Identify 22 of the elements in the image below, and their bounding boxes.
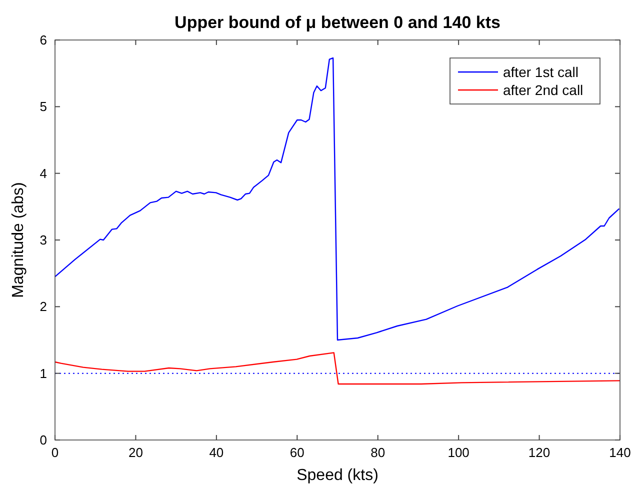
x-tick-label: 60: [290, 445, 304, 460]
y-tick-label: 1: [40, 366, 47, 381]
y-tick-label: 5: [40, 99, 47, 114]
legend-label: after 2nd call: [503, 82, 584, 98]
y-tick-label: 4: [40, 166, 47, 181]
legend-label: after 1st call: [503, 64, 578, 80]
x-tick-label: 20: [128, 445, 143, 460]
y-axis-title: Magnitude (abs): [10, 182, 27, 298]
y-tick-label: 6: [40, 32, 47, 48]
y-tick-label: 0: [40, 432, 47, 448]
x-tick-label: 80: [370, 445, 386, 460]
x-tick-label: 140: [609, 445, 631, 460]
line-series: [54, 352, 621, 385]
x-tick-label: 40: [209, 445, 224, 460]
y-tick-label: 3: [40, 232, 47, 248]
x-tick-label: 120: [528, 445, 550, 460]
x-axis-title: Speed (kts): [296, 467, 378, 484]
x-tick-label: 0: [51, 445, 59, 460]
y-tick-label: 2: [40, 299, 47, 314]
line-series: [54, 57, 620, 341]
chart-title: Upper bound of μ between 0 and 140 kts: [174, 13, 500, 32]
x-tick-label: 100: [448, 445, 470, 460]
